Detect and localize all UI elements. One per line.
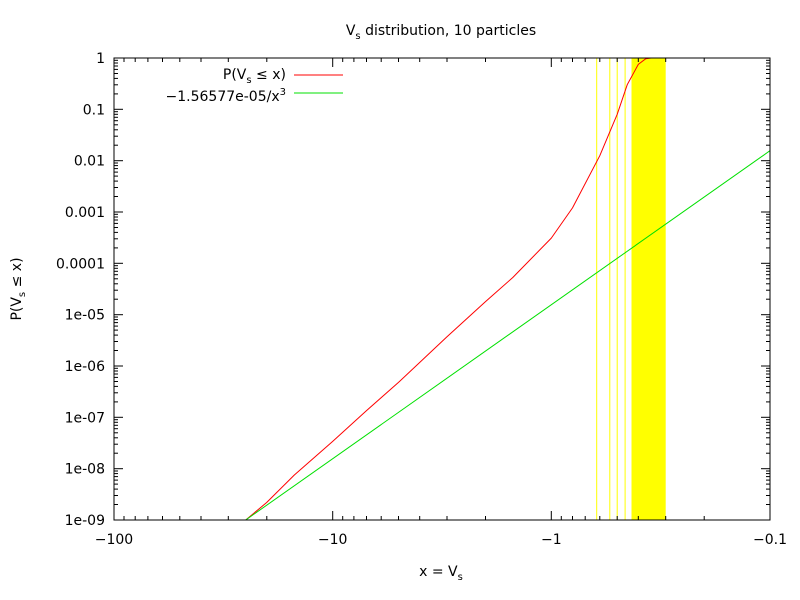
tick-layer: 1e-09 1e-08 1e-07 1e-06 1e-05 0.0001 0.001 0.01… [56,51,787,548]
y-tick-label-3: 1e-06 [65,359,105,375]
x-axis-label: x = Vs [419,564,463,583]
y-tick-label-0: 1e-09 [65,513,105,529]
highlight-band [631,58,666,520]
x-tick-label-0: −100 [95,532,133,548]
y-tick-label-1: 1e-08 [65,462,105,478]
y-axis-label: P(Vs ≤ x) [9,257,28,320]
x-tick-label-2: −1 [541,532,562,548]
y-tick-label-9: 1 [96,51,105,67]
y-tick-label-5: 0.0001 [56,256,105,272]
legend-label-fit: −1.56577e-05/x3 [166,87,286,105]
plot-frame [113,57,771,521]
legend: P(Vs ≤ x) −1.56577e-05/x3 [166,67,343,105]
highlight-layer [596,58,666,520]
series-layer [245,58,770,520]
legend-label-cdf: P(Vs ≤ x) [223,67,286,86]
chart-title: Vs distribution, 10 particles [346,23,536,42]
series-line-fit [245,150,770,520]
y-tick-label-7: 0.01 [74,154,105,170]
y-tick-label-2: 1e-07 [65,410,105,426]
y-tick-label-4: 1e-05 [65,308,105,324]
series-line-cdf [245,58,676,520]
y-tick-label-8: 0.1 [83,102,105,118]
x-tick-label-1: −10 [318,532,348,548]
x-tick-label-3: −0.1 [753,532,787,548]
y-tick-label-6: 0.001 [65,205,105,221]
